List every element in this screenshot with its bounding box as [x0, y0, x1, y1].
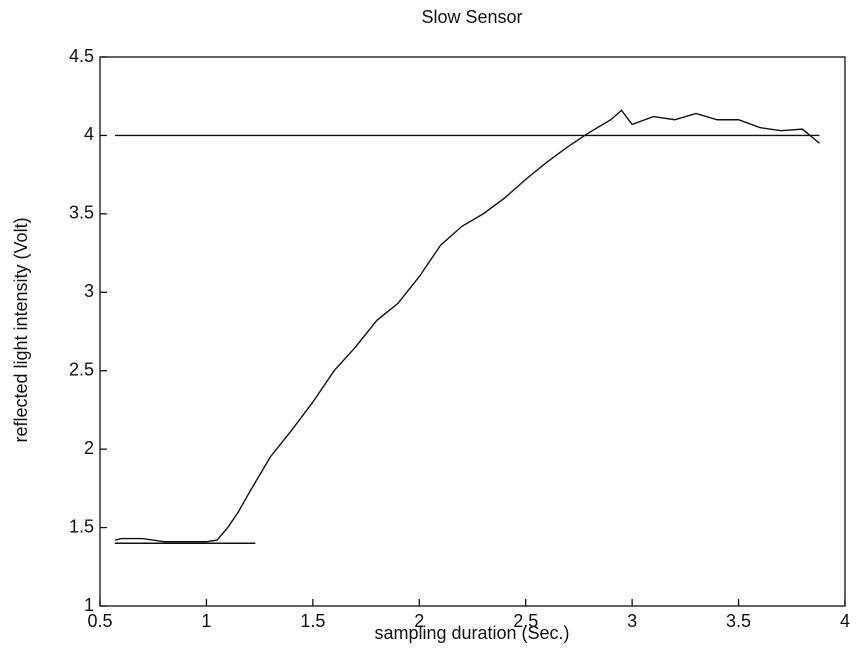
y-tick-label: 3 — [84, 281, 94, 301]
data-line — [114, 109, 820, 543]
x-tick-label: 4 — [840, 611, 850, 631]
y-tick-label: 4.5 — [69, 46, 94, 66]
x-tick-label: 1.5 — [300, 611, 325, 631]
x-tick-label: 3.5 — [726, 611, 751, 631]
y-tick-label: 1.5 — [69, 516, 94, 536]
y-tick-label: 1 — [84, 595, 94, 615]
y-tick-label: 3.5 — [69, 203, 94, 223]
y-tick-label: 2 — [84, 438, 94, 458]
y-tick-label: 4 — [84, 124, 94, 144]
x-tick-label: 2.5 — [513, 611, 538, 631]
x-tick-label: 1 — [201, 611, 211, 631]
x-tick-label: 2 — [414, 611, 424, 631]
x-axis-label: sampling duration (Sec.) — [374, 623, 569, 643]
plot-frame — [99, 56, 846, 607]
chart-title: Slow Sensor — [421, 7, 522, 27]
x-tick-label: 0.5 — [87, 611, 112, 631]
x-tick-label: 3 — [627, 611, 637, 631]
y-tick-label: 2.5 — [69, 359, 94, 379]
y-axis-label: reflected light intensity (Volt) — [11, 217, 31, 442]
